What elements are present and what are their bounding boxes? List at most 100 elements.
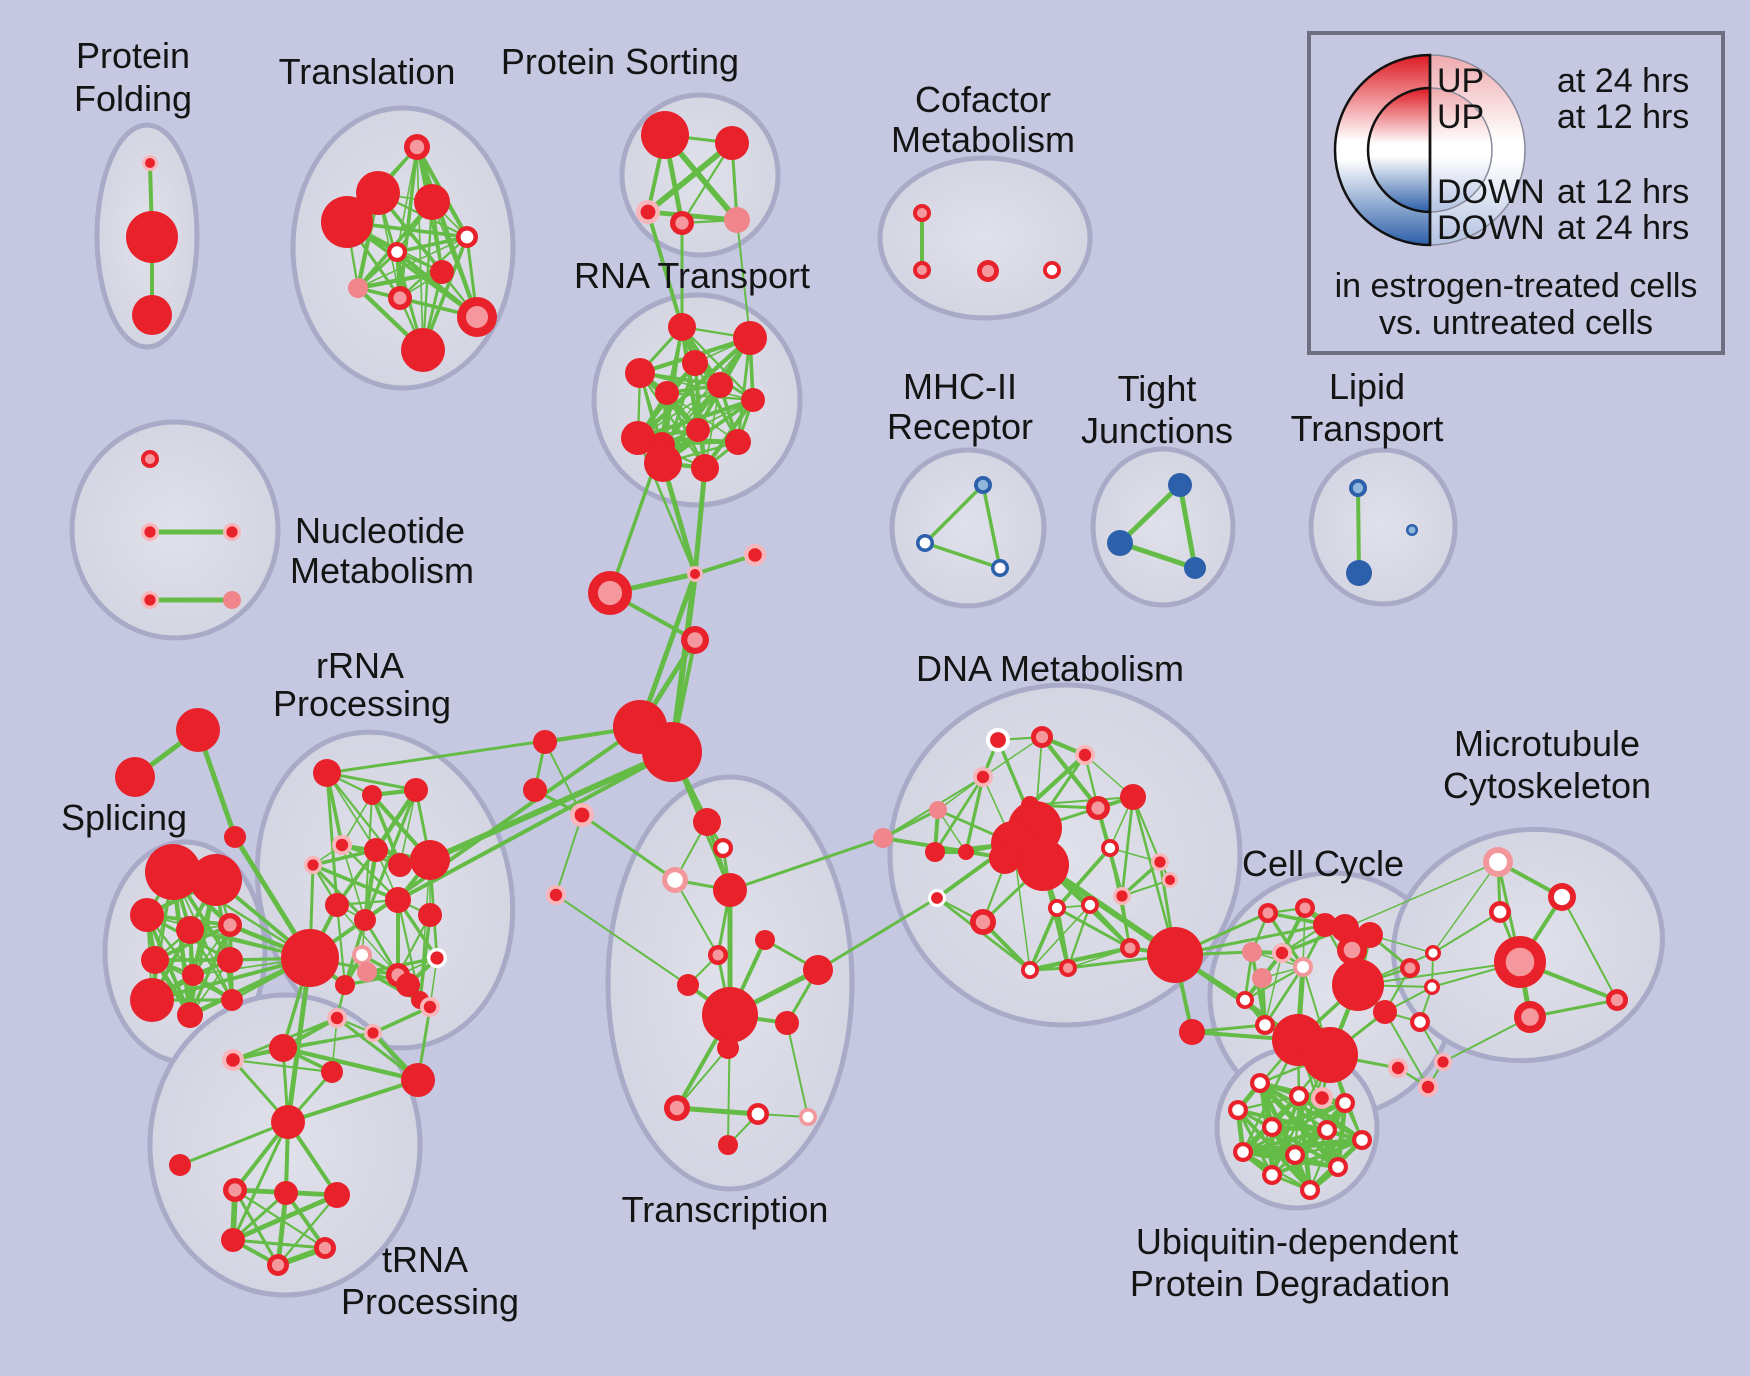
- node-rna-transport-r: [644, 444, 682, 482]
- edge-microtubule-cytoskeleton: [1561, 896, 1618, 1001]
- label-lipid-transport: Lipid: [1329, 366, 1405, 407]
- node-connectors-p: [873, 828, 893, 848]
- label-rna-transport: RNA Transport: [574, 255, 810, 296]
- node-core-pr: [144, 594, 156, 606]
- node-core-pr: [1421, 1080, 1435, 1094]
- node-core-rp: [1343, 941, 1361, 959]
- node-core-rw: [1493, 905, 1507, 919]
- cluster-ellipse-mhc-ii-receptor: [889, 447, 1047, 609]
- edge-rrna-processing: [335, 903, 347, 987]
- node-core-rw: [1266, 1169, 1278, 1181]
- label-rrna-processing: rRNA: [316, 645, 404, 686]
- edge-dna-metabolism: [982, 736, 1043, 778]
- node-rrna-processing-r: [410, 840, 450, 880]
- edge-rrna-processing: [371, 1005, 432, 1035]
- node-core-rp: [1299, 902, 1311, 914]
- edge-intercluster: [660, 460, 698, 577]
- node-core-rw: [1293, 1090, 1305, 1102]
- edge-connectors: [555, 814, 583, 896]
- node-core-pr: [307, 859, 319, 871]
- edge-dna-metabolism: [1055, 846, 1112, 910]
- node-cell-cycle-r: [1313, 913, 1337, 937]
- label-rrna-processing: Processing: [273, 683, 451, 724]
- edge-transcription: [674, 879, 719, 956]
- edge-trna-processing: [275, 1190, 289, 1268]
- node-core-rp: [669, 1100, 685, 1116]
- edge-cell-cycle: [1384, 1011, 1429, 1088]
- node-core-bl: [1408, 526, 1416, 534]
- node-core-pr: [144, 526, 156, 538]
- edge-translation: [414, 144, 480, 320]
- node-core-pr: [1437, 1056, 1449, 1068]
- edge-cell-cycle: [1263, 965, 1305, 1027]
- node-core-rw: [1414, 1016, 1426, 1028]
- node-core-pr: [1391, 1061, 1405, 1075]
- edge-translation: [355, 269, 445, 291]
- node-rrna-processing-r: [335, 975, 355, 995]
- node-core-pr: [1165, 875, 1175, 885]
- edge-protein-sorting: [645, 209, 740, 223]
- legend: UP at 24 hrs UP at 12 hrs DOWN at 12 hrs DOWN a…: [1307, 31, 1725, 355]
- node-core-rp: [975, 914, 991, 930]
- node-core-rp: [1505, 947, 1535, 977]
- edge-transcription: [674, 1105, 761, 1117]
- node-protein-sorting-r: [715, 126, 749, 160]
- edge-intercluster: [1344, 861, 1499, 929]
- edge-microtubule-cytoskeleton: [1432, 861, 1499, 954]
- node-rrna-processing-r: [364, 838, 388, 862]
- label-ubiquitin-degradation: Ubiquitin-dependent: [1136, 1221, 1458, 1262]
- label-dna-metabolism: DNA Metabolism: [916, 648, 1184, 689]
- node-cell-cycle-r: [1357, 922, 1383, 948]
- node-rrna-processing-r: [401, 1063, 435, 1097]
- edge-cell-cycle: [1243, 965, 1305, 1002]
- node-core-rw: [1304, 1184, 1316, 1196]
- label-cell-cycle: Cell Cycle: [1242, 843, 1404, 884]
- node-core-rp: [712, 949, 724, 961]
- node-core-pr: [640, 204, 656, 220]
- legend-footer: in estrogen-treated cells: [1335, 267, 1698, 305]
- edge-cell-cycle: [1266, 911, 1305, 969]
- edge-intercluster: [427, 749, 675, 863]
- edge-ubiquitin-degradation: [1236, 1094, 1301, 1112]
- edge-dna-metabolism: [933, 775, 985, 854]
- node-core-rw: [1239, 994, 1251, 1006]
- node-core-rp: [1124, 942, 1136, 954]
- node-splicing-r: [141, 946, 169, 974]
- node-dna-metabolism-r: [958, 844, 974, 860]
- node-rrna-processing-r: [325, 893, 349, 917]
- node-translation-r: [356, 171, 400, 215]
- node-tight-junctions-b: [1184, 557, 1206, 579]
- node-translation-r: [401, 328, 445, 372]
- edge-dna-metabolism: [1067, 947, 1131, 969]
- node-transcription-r: [775, 1011, 799, 1035]
- label-microtubule-cytoskeleton: Cytoskeleton: [1443, 765, 1651, 806]
- edge-mhc-ii-receptor: [923, 483, 985, 545]
- node-core-rp: [917, 208, 927, 218]
- edge-cell-cycle: [1264, 952, 1283, 1026]
- edge-intercluster: [580, 813, 677, 882]
- node-core-pr: [574, 807, 590, 823]
- nodes-layer: [115, 111, 1628, 1276]
- node-core-rw: [1332, 1161, 1344, 1173]
- node-transcription-r: [713, 873, 747, 907]
- node-core-rp: [1262, 907, 1274, 919]
- node-cell-cycle-r: [1302, 1027, 1358, 1083]
- node-core-wr: [931, 892, 943, 904]
- node-rna-transport-r: [625, 358, 655, 388]
- edge-tight-junctions: [1117, 482, 1183, 546]
- node-rna-transport-r: [668, 313, 696, 341]
- node-splicing-r: [217, 947, 243, 973]
- node-core-pw: [1297, 961, 1309, 973]
- edge-rrna-processing: [363, 788, 418, 922]
- node-translation-r: [414, 184, 450, 220]
- node-trna-processing-r: [324, 1182, 350, 1208]
- node-rna-transport-r: [707, 372, 733, 398]
- node-core-bl: [1352, 482, 1364, 494]
- edge-dna-metabolism: [1029, 796, 1134, 806]
- node-core-rw: [1427, 982, 1437, 992]
- node-core-pr: [690, 569, 700, 579]
- node-core-rw: [1321, 1124, 1333, 1136]
- node-core-pw: [1489, 853, 1507, 871]
